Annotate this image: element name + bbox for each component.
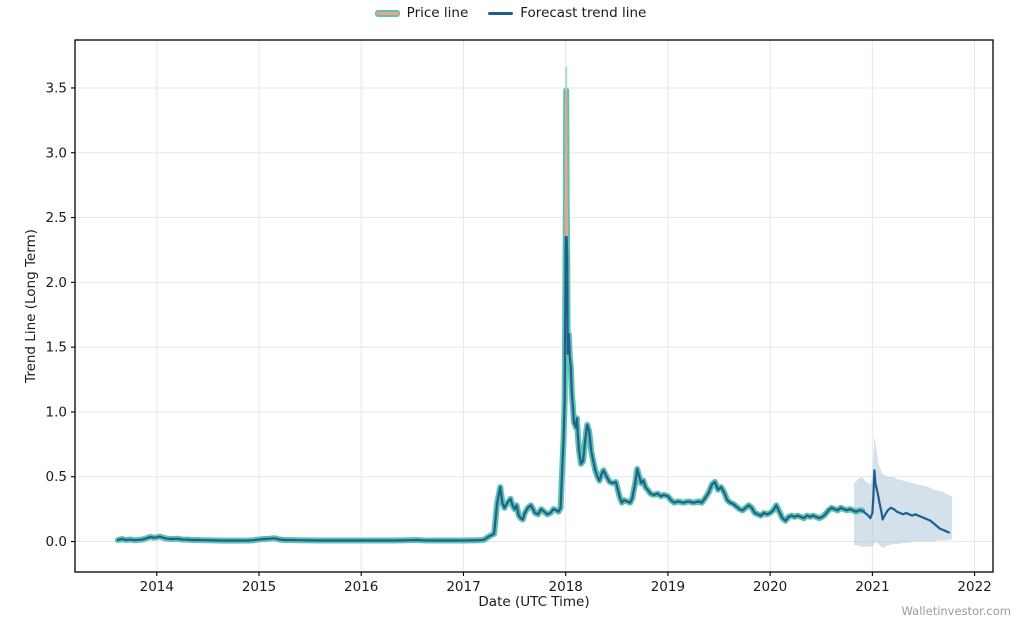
y-tick-label: 0.0 — [46, 534, 67, 550]
x-tick-label: 2020 — [753, 579, 787, 595]
y-tick-label: 2.0 — [46, 275, 67, 291]
x-axis-title: Date (UTC Time) — [478, 594, 590, 610]
price-line-label: Price line — [406, 5, 469, 21]
y-tick-label: 2.5 — [46, 210, 67, 226]
y-axis-title: Trend Line (Long Term) — [23, 229, 39, 383]
y-tick-label: 1.0 — [46, 404, 67, 420]
y-tick-label: 1.5 — [46, 340, 67, 356]
forecast-line-swatch-icon — [488, 11, 514, 15]
chart-legend: Price line Forecast trend line — [0, 5, 1021, 21]
legend-item-forecast: Forecast trend line — [488, 5, 646, 21]
y-tick-label: 3.5 — [46, 81, 67, 97]
forecast-confidence-band — [854, 435, 953, 548]
watermark-text: Walletinvestor.com — [901, 604, 1011, 618]
plot-frame — [74, 39, 994, 573]
price-line-swatch-core — [375, 11, 399, 15]
x-tick-label: 2019 — [651, 579, 685, 595]
y-tick-label: 0.5 — [46, 469, 67, 485]
price-line-outline — [114, 87, 866, 544]
price-line-core — [116, 89, 864, 542]
x-tick-label: 2022 — [957, 579, 991, 595]
forecast-line-label: Forecast trend line — [520, 5, 647, 21]
legend-item-price: Price line — [374, 5, 469, 21]
x-tick-label: 2018 — [549, 579, 583, 595]
x-tick-label: 2014 — [140, 579, 174, 595]
forecast-trend-line — [116, 235, 951, 542]
x-tick-label: 2017 — [446, 579, 480, 595]
x-tick-label: 2015 — [242, 579, 276, 595]
y-tick-label: 3.0 — [46, 145, 67, 161]
x-tick-label: 2021 — [855, 579, 889, 595]
price-line-swatch-icon — [374, 9, 400, 17]
x-tick-label: 2016 — [344, 579, 378, 595]
